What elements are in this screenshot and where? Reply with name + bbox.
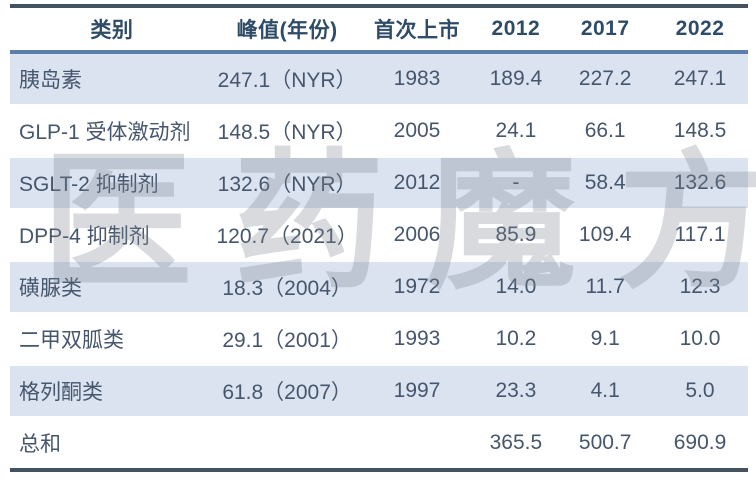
value-cell: 66.1 bbox=[558, 105, 653, 157]
table-row: 总和 365.5 500.7 690.9 bbox=[10, 417, 748, 470]
value-cell: 11.7 bbox=[558, 261, 653, 313]
table-row: 胰岛素 247.1（NYR） 1983 189.4 227.2 247.1 bbox=[10, 52, 748, 105]
table-header: 类别 峰值(年份) 首次上市 2012 2017 2022 bbox=[10, 6, 748, 54]
column-header-3: 2012 bbox=[473, 6, 559, 54]
value-cell: 1983 bbox=[360, 52, 474, 105]
column-header-1: 峰值(年份) bbox=[213, 6, 361, 54]
category-cell: SGLT-2 抑制剂 bbox=[10, 157, 214, 209]
value-cell: 4.1 bbox=[558, 365, 653, 417]
category-cell: 格列酮类 bbox=[10, 365, 214, 417]
value-cell: 1993 bbox=[360, 313, 474, 365]
value-cell: 12.3 bbox=[652, 261, 748, 313]
value-cell: 109.4 bbox=[558, 209, 653, 261]
category-cell: DPP-4 抑制剂 bbox=[10, 209, 214, 261]
value-cell bbox=[360, 417, 474, 470]
category-cell: 总和 bbox=[10, 417, 214, 470]
value-cell: 247.1（NYR） bbox=[213, 52, 361, 105]
drug-sales-table-area: 类别 峰值(年份) 首次上市 2012 2017 2022 胰岛素 247.1（NYR） 19… bbox=[10, 4, 748, 472]
header-row: 类别 峰值(年份) 首次上市 2012 2017 2022 bbox=[10, 6, 748, 54]
value-cell: 1997 bbox=[360, 365, 474, 417]
column-header-0: 类别 bbox=[10, 6, 214, 54]
value-cell: 5.0 bbox=[652, 365, 748, 417]
column-header-4: 2017 bbox=[558, 6, 653, 54]
value-cell: 500.7 bbox=[558, 417, 653, 470]
value-cell: 61.8（2007） bbox=[213, 365, 361, 417]
value-cell: 117.1 bbox=[652, 209, 748, 261]
value-cell: 227.2 bbox=[558, 52, 653, 105]
value-cell: 132.6 bbox=[652, 157, 748, 209]
value-cell: 29.1（2001） bbox=[213, 313, 361, 365]
table-row: 二甲双胍类 29.1（2001） 1993 10.2 9.1 10.0 bbox=[10, 313, 748, 365]
value-cell: 1972 bbox=[360, 261, 474, 313]
value-cell bbox=[213, 417, 361, 470]
value-cell: 2006 bbox=[360, 209, 474, 261]
value-cell: 2005 bbox=[360, 105, 474, 157]
value-cell: 9.1 bbox=[558, 313, 653, 365]
value-cell: 10.2 bbox=[473, 313, 559, 365]
value-cell: 18.3（2004） bbox=[213, 261, 361, 313]
category-cell: 二甲双胍类 bbox=[10, 313, 214, 365]
value-cell: 23.3 bbox=[473, 365, 559, 417]
value-cell: 120.7（2021） bbox=[213, 209, 361, 261]
value-cell: 2012 bbox=[360, 157, 474, 209]
value-cell: 132.6（NYR） bbox=[213, 157, 361, 209]
value-cell: - bbox=[473, 157, 559, 209]
drug-sales-table: 类别 峰值(年份) 首次上市 2012 2017 2022 胰岛素 247.1（NYR） 19… bbox=[10, 4, 748, 472]
table-row: DPP-4 抑制剂 120.7（2021） 2006 85.9 109.4 117.1 bbox=[10, 209, 748, 261]
value-cell: 148.5 bbox=[652, 105, 748, 157]
value-cell: 85.9 bbox=[473, 209, 559, 261]
column-header-2: 首次上市 bbox=[360, 6, 474, 54]
category-cell: 磺脲类 bbox=[10, 261, 214, 313]
table-body: 胰岛素 247.1（NYR） 1983 189.4 227.2 247.1 GLP-1 受体… bbox=[10, 52, 748, 470]
value-cell: 14.0 bbox=[473, 261, 559, 313]
table-row: 格列酮类 61.8（2007） 1997 23.3 4.1 5.0 bbox=[10, 365, 748, 417]
value-cell: 148.5（NYR） bbox=[213, 105, 361, 157]
table-row: 磺脲类 18.3（2004） 1972 14.0 11.7 12.3 bbox=[10, 261, 748, 313]
table-row: SGLT-2 抑制剂 132.6（NYR） 2012-58.4 132.6 bbox=[10, 157, 748, 209]
value-cell: 690.9 bbox=[652, 417, 748, 470]
value-cell: 189.4 bbox=[473, 52, 559, 105]
value-cell: 365.5 bbox=[473, 417, 559, 470]
category-cell: GLP-1 受体激动剂 bbox=[10, 105, 214, 157]
value-cell: 24.1 bbox=[473, 105, 559, 157]
column-header-5: 2022 bbox=[652, 6, 748, 54]
value-cell: 247.1 bbox=[652, 52, 748, 105]
category-cell: 胰岛素 bbox=[10, 52, 214, 105]
value-cell: 58.4 bbox=[558, 157, 653, 209]
table-row: GLP-1 受体激动剂 148.5（NYR） 2005 24.1 66.1 148.5 bbox=[10, 105, 748, 157]
value-cell: 10.0 bbox=[652, 313, 748, 365]
